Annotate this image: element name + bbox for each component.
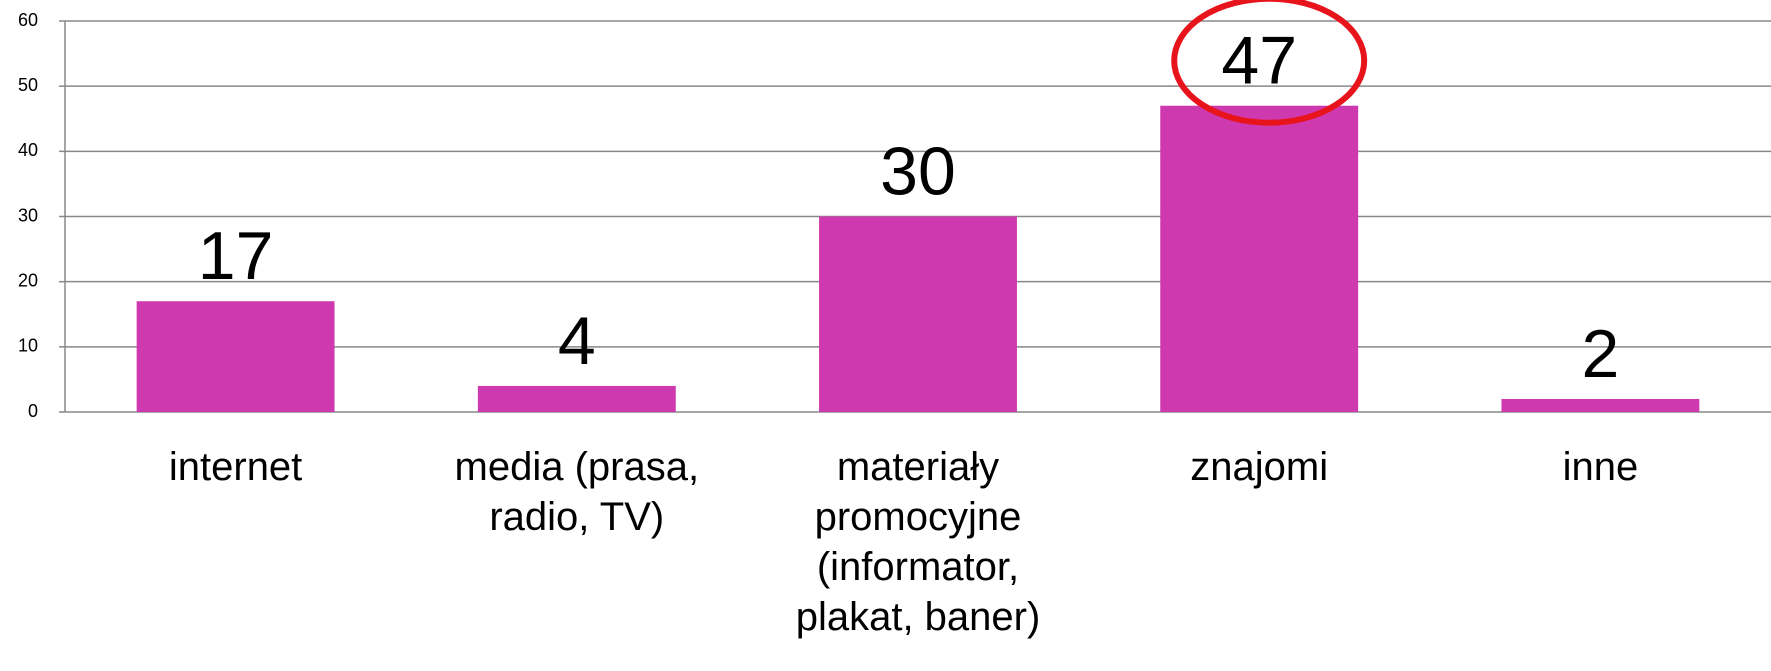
y-tick-label: 20 <box>18 270 38 290</box>
bar <box>819 216 1017 412</box>
y-tick-label: 10 <box>18 336 38 356</box>
x-tick-label: materiały promocyjne (informator, plakat… <box>795 445 1041 639</box>
bar <box>1501 398 1700 412</box>
y-tick-label: 50 <box>18 75 38 95</box>
y-tick-label: 30 <box>18 205 38 225</box>
x-tick-label: media (prasa, radio, TV) <box>454 445 700 539</box>
x-tick-label: znajomi <box>1190 445 1329 489</box>
bar <box>136 301 335 412</box>
highlight-ellipse <box>1171 0 1368 126</box>
x-tick-label: inne <box>1562 445 1639 489</box>
data-label: 4 <box>558 303 596 379</box>
y-tick-label: 0 <box>28 401 38 421</box>
data-label: 47 <box>1221 23 1297 99</box>
y-tick-label: 60 <box>18 10 38 30</box>
data-label: 30 <box>880 133 956 209</box>
bar <box>1160 105 1359 412</box>
y-tick-label: 40 <box>18 140 38 160</box>
data-label: 17 <box>198 218 274 294</box>
data-label: 2 <box>1581 316 1619 392</box>
bar <box>477 385 676 412</box>
x-tick-label: internet <box>168 445 303 489</box>
